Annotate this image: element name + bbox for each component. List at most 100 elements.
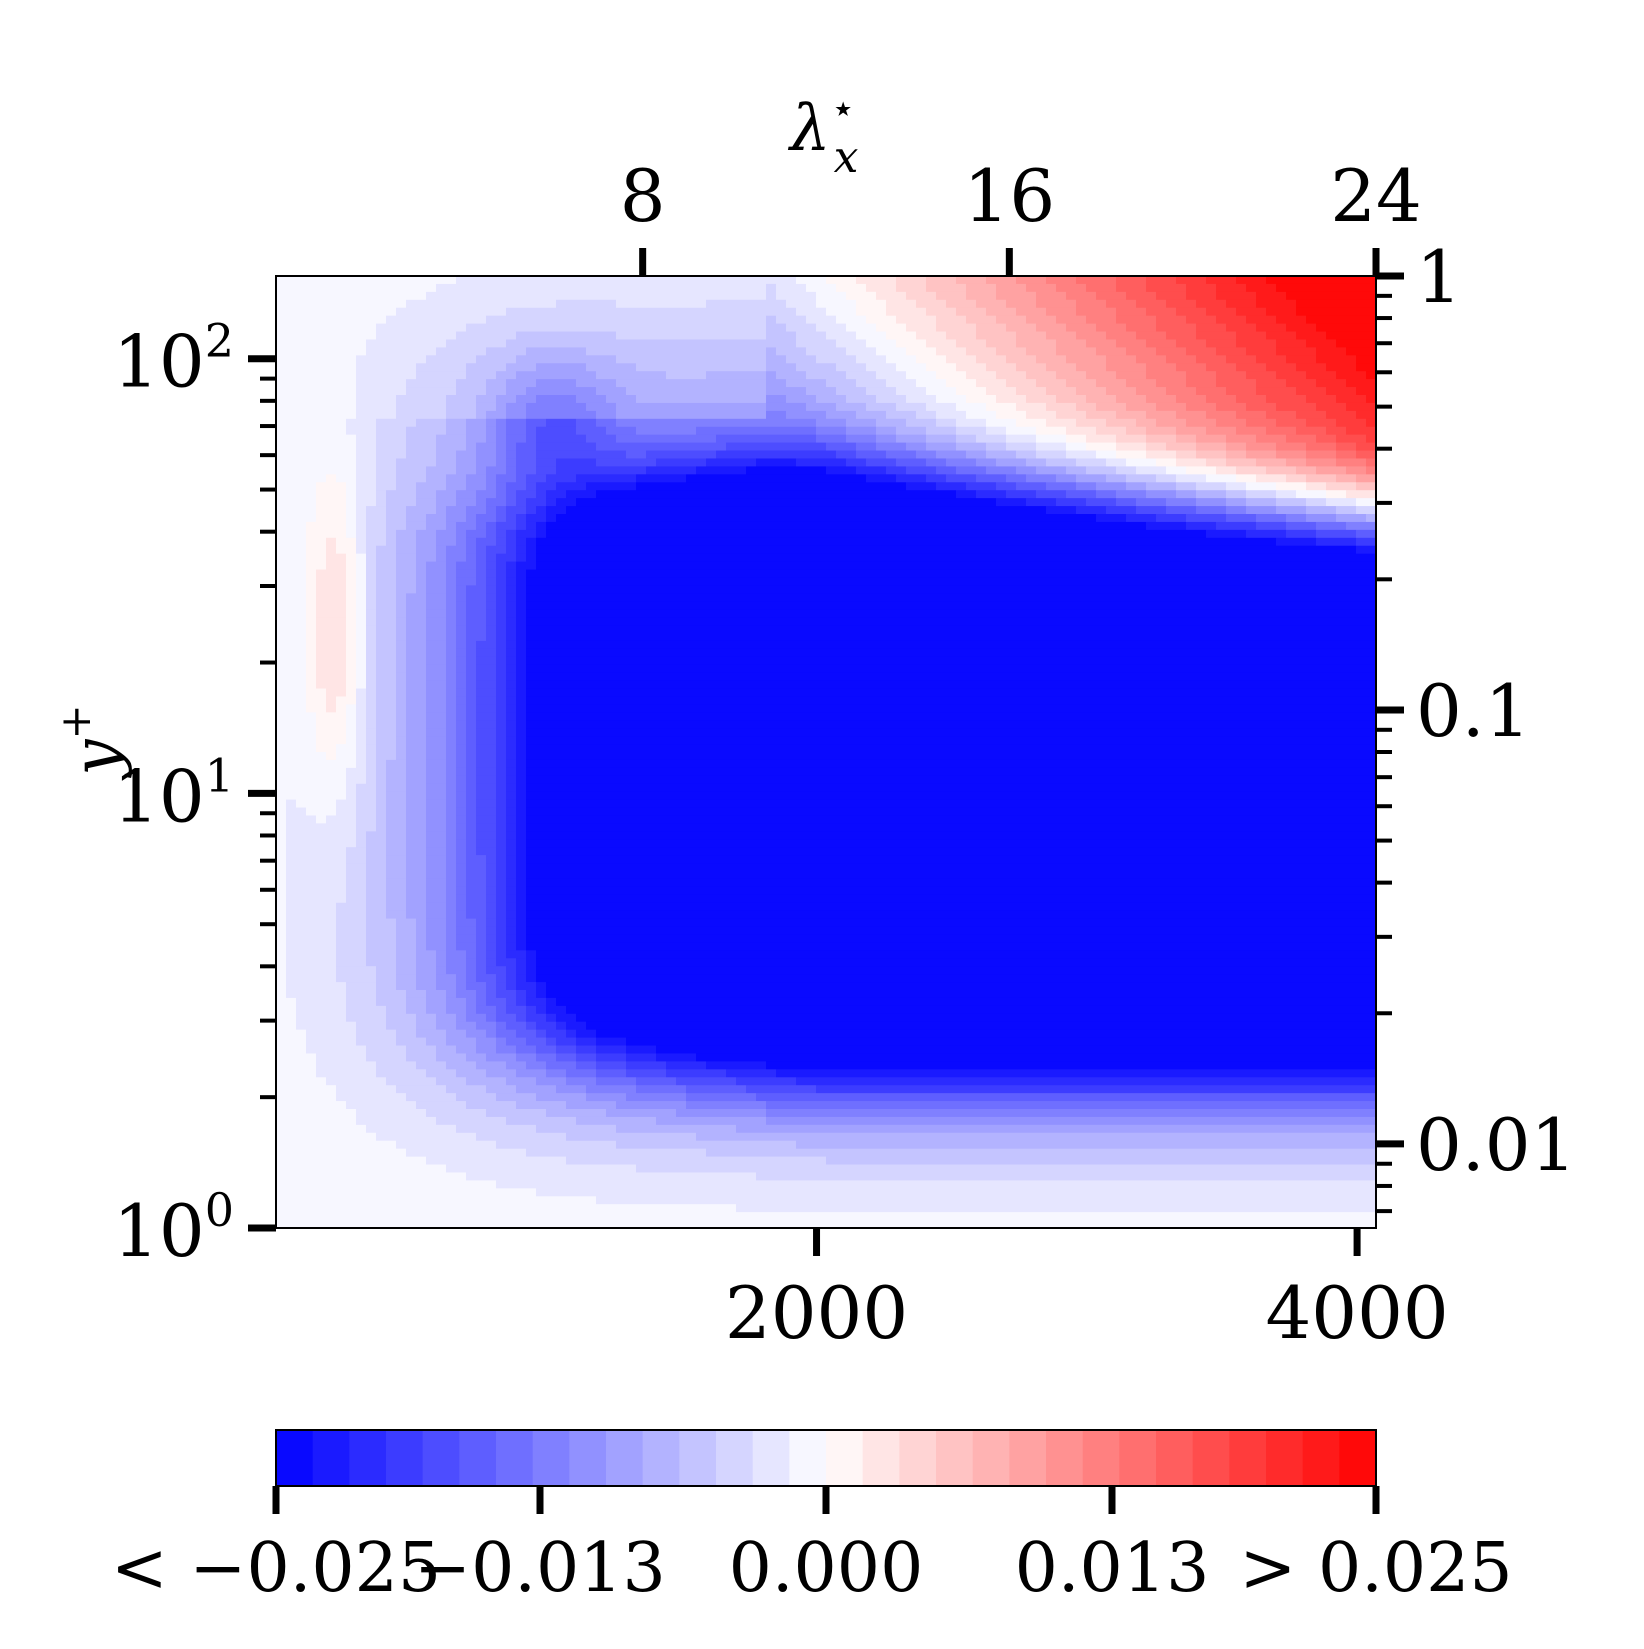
heatmap-cell — [516, 704, 527, 713]
heatmap-cell — [326, 617, 337, 626]
heatmap-cell — [426, 1061, 437, 1070]
heatmap-cell — [636, 641, 647, 650]
heatmap-cell — [396, 1022, 407, 1031]
heatmap-cell — [526, 347, 537, 356]
heatmap-cell — [376, 776, 387, 785]
heatmap-cell — [286, 474, 297, 483]
heatmap-cell — [326, 847, 337, 856]
heatmap-cell — [326, 585, 337, 594]
heatmap-cell — [456, 617, 467, 626]
heatmap-cell — [526, 1109, 537, 1118]
heatmap-cell — [486, 998, 497, 1007]
heatmap-cell — [296, 355, 307, 364]
heatmap-cell — [546, 403, 557, 412]
heatmap-cell — [366, 443, 377, 452]
heatmap-cell — [336, 887, 347, 896]
heatmap-cell — [636, 506, 647, 515]
heatmap-cell — [546, 887, 557, 896]
heatmap-cell — [646, 292, 657, 301]
heatmap-cell — [296, 403, 307, 412]
heatmap-cell — [346, 1006, 357, 1015]
heatmap-cell — [506, 887, 517, 896]
heatmap-cell — [416, 815, 427, 824]
heatmap-cell — [496, 681, 507, 690]
heatmap-cell — [436, 514, 447, 523]
heatmap-cell — [276, 815, 287, 824]
heatmap-cell — [606, 768, 617, 777]
heatmap-cell — [346, 879, 357, 888]
heatmap-cell — [656, 1180, 667, 1189]
heatmap-cell — [506, 863, 517, 872]
heatmap-cell — [366, 942, 377, 951]
heatmap-cell — [456, 1172, 467, 1181]
heatmap-cell — [626, 609, 637, 618]
heatmap-cell — [676, 982, 687, 991]
heatmap-cell — [456, 458, 467, 467]
heatmap-cell — [536, 276, 547, 285]
heatmap-cell — [676, 546, 687, 555]
heatmap-cell — [536, 355, 547, 364]
heatmap-cell — [666, 514, 677, 523]
heatmap-cell — [456, 839, 467, 848]
heatmap-cell — [386, 506, 397, 515]
heatmap-cell — [516, 498, 527, 507]
heatmap-cell — [506, 792, 517, 801]
heatmap-cell — [636, 1141, 647, 1150]
heatmap-cell — [676, 744, 687, 753]
heatmap-cell — [396, 982, 407, 991]
heatmap-cell — [406, 919, 417, 928]
heatmap-cell — [566, 895, 577, 904]
heatmap-cell — [296, 720, 307, 729]
heatmap-cell — [476, 1038, 487, 1047]
heatmap-cell — [326, 800, 337, 809]
heatmap-cell — [666, 363, 677, 372]
heatmap-cell — [456, 609, 467, 618]
heatmap-cell — [526, 1030, 537, 1039]
heatmap-cell — [426, 887, 437, 896]
heatmap-cell — [276, 927, 287, 936]
heatmap-cell — [666, 1117, 677, 1126]
heatmap-cell — [666, 355, 677, 364]
heatmap-cell — [566, 300, 577, 309]
heatmap-cell — [286, 689, 297, 698]
heatmap-cell — [506, 720, 517, 729]
heatmap-cell — [386, 958, 397, 967]
heatmap-cell — [426, 617, 437, 626]
heatmap-cell — [436, 577, 447, 586]
heatmap-cell — [456, 1006, 467, 1015]
heatmap-cell — [406, 974, 417, 983]
heatmap-cell — [496, 831, 507, 840]
heatmap-cell — [356, 1172, 367, 1181]
heatmap-cell — [276, 1180, 287, 1189]
heatmap-cell — [666, 593, 677, 602]
heatmap-cell — [606, 316, 617, 325]
heatmap-cell — [646, 736, 657, 745]
heatmap-cell — [466, 522, 477, 531]
heatmap-cell — [396, 887, 407, 896]
heatmap-cell — [276, 324, 287, 333]
heatmap-cell — [556, 1085, 567, 1094]
heatmap-cell — [406, 879, 417, 888]
heatmap-cell — [336, 1117, 347, 1126]
heatmap-cell — [406, 1196, 417, 1205]
heatmap-cell — [326, 752, 337, 761]
heatmap-cell — [646, 1212, 657, 1221]
heatmap-cell — [386, 1117, 397, 1126]
heatmap-cell — [326, 712, 337, 721]
heatmap-cell — [466, 1109, 477, 1118]
heatmap-cell — [396, 879, 407, 888]
heatmap-cell — [536, 665, 547, 674]
heatmap-cell — [336, 1061, 347, 1070]
heatmap-cell — [436, 1149, 447, 1158]
heatmap-cell — [576, 530, 587, 539]
heatmap-cell — [556, 1117, 567, 1126]
heatmap-cell — [646, 577, 657, 586]
heatmap-cell — [666, 490, 677, 499]
heatmap-cell — [616, 736, 627, 745]
heatmap-cell — [416, 435, 427, 444]
heatmap-cell — [616, 1093, 627, 1102]
heatmap-cell — [386, 617, 397, 626]
heatmap-cell — [326, 728, 337, 737]
heatmap-cell — [646, 649, 657, 658]
heatmap-cell — [496, 1093, 507, 1102]
